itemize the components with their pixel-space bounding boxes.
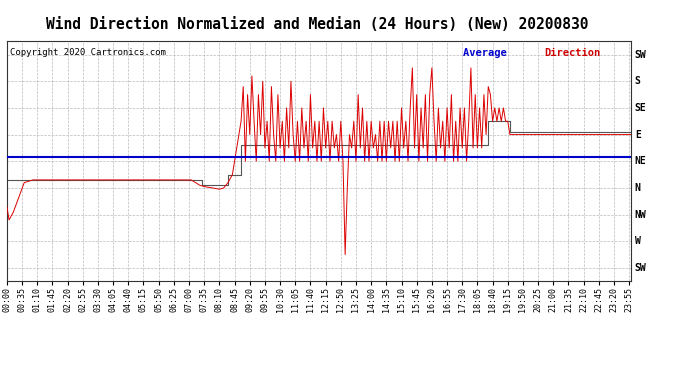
Text: SW: SW	[635, 50, 647, 60]
Text: S: S	[635, 76, 641, 86]
Text: E: E	[635, 130, 641, 140]
Text: W: W	[635, 236, 641, 246]
Text: Direction: Direction	[544, 48, 600, 58]
Text: N: N	[635, 183, 641, 193]
Text: NW: NW	[635, 210, 647, 220]
Text: NE: NE	[635, 156, 647, 166]
Text: SW: SW	[635, 263, 647, 273]
Text: Wind Direction Normalized and Median (24 Hours) (New) 20200830: Wind Direction Normalized and Median (24…	[46, 17, 589, 32]
Text: SE: SE	[635, 103, 647, 113]
Text: Copyright 2020 Cartronics.com: Copyright 2020 Cartronics.com	[10, 48, 166, 57]
Text: Average: Average	[463, 48, 513, 58]
